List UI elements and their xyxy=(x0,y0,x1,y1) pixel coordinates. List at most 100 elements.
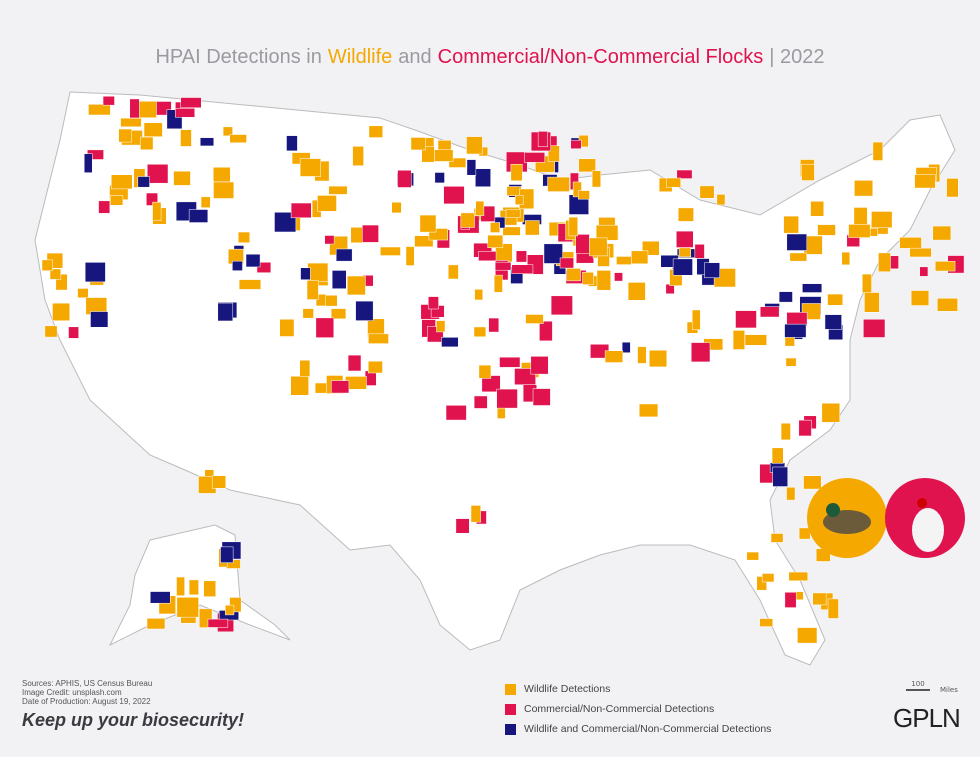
county xyxy=(568,216,578,237)
county xyxy=(445,405,467,421)
county xyxy=(494,261,512,271)
county xyxy=(798,419,812,437)
county xyxy=(41,259,53,271)
county xyxy=(690,342,711,363)
county xyxy=(699,185,715,199)
county xyxy=(547,145,560,162)
county xyxy=(559,257,574,269)
county xyxy=(861,273,872,294)
county xyxy=(716,194,726,206)
county xyxy=(90,311,109,328)
county xyxy=(331,270,347,289)
legend-label: Wildlife Detections xyxy=(524,683,611,695)
county xyxy=(68,326,79,339)
county xyxy=(211,475,226,489)
county xyxy=(200,196,211,208)
county xyxy=(577,190,590,200)
county xyxy=(473,395,488,409)
detections xyxy=(41,96,965,644)
county xyxy=(237,231,250,243)
county xyxy=(871,211,893,228)
date: Date of Production: August 19, 2022 xyxy=(22,697,151,706)
county xyxy=(524,152,546,163)
county xyxy=(143,122,163,137)
county xyxy=(109,195,124,206)
county xyxy=(52,302,70,321)
county xyxy=(770,533,784,543)
county xyxy=(475,168,491,187)
county xyxy=(405,246,415,266)
county xyxy=(627,282,646,301)
county xyxy=(694,244,705,259)
county xyxy=(380,246,401,256)
county xyxy=(238,279,262,290)
county xyxy=(317,195,337,212)
county xyxy=(502,226,521,236)
county xyxy=(919,266,929,277)
county xyxy=(111,174,133,190)
county xyxy=(229,134,247,143)
alaska-outline xyxy=(108,524,291,647)
county xyxy=(827,293,843,306)
county xyxy=(478,364,492,379)
county xyxy=(848,224,871,238)
county xyxy=(899,237,922,249)
title: HPAI Detections in Wildlife and Commercial/… xyxy=(0,46,980,69)
county xyxy=(878,252,891,272)
county xyxy=(539,320,553,342)
county xyxy=(466,136,483,155)
county xyxy=(466,159,477,176)
county xyxy=(315,293,326,307)
legend-swatch xyxy=(505,723,516,735)
county xyxy=(222,126,233,137)
county xyxy=(631,250,649,265)
county xyxy=(810,201,824,217)
county xyxy=(691,309,701,330)
county xyxy=(550,295,573,316)
county xyxy=(188,579,199,596)
county xyxy=(676,230,694,248)
county xyxy=(434,172,445,184)
county xyxy=(515,250,527,263)
county xyxy=(937,298,958,312)
county xyxy=(778,291,793,303)
county xyxy=(443,186,465,205)
county xyxy=(347,275,366,296)
county xyxy=(543,243,563,264)
county xyxy=(455,518,470,534)
county xyxy=(827,598,839,619)
county xyxy=(448,157,467,168)
county xyxy=(604,350,624,363)
county xyxy=(505,209,521,218)
county xyxy=(368,333,389,344)
county xyxy=(616,256,632,265)
county xyxy=(290,376,309,396)
county xyxy=(621,341,631,353)
county xyxy=(772,466,788,487)
county xyxy=(245,253,261,268)
county xyxy=(784,323,807,338)
county xyxy=(207,618,229,628)
county xyxy=(434,149,454,162)
county xyxy=(756,576,767,591)
county xyxy=(525,314,544,324)
county xyxy=(391,201,402,214)
county xyxy=(759,618,774,627)
title-year: | 2022 xyxy=(769,46,825,68)
legend: Wildlife Detections Commercial/Non-Commer… xyxy=(505,679,771,739)
county xyxy=(596,270,611,291)
county xyxy=(83,153,93,173)
county xyxy=(786,233,808,251)
county xyxy=(77,288,89,299)
county xyxy=(514,194,524,205)
sources: Sources: APHIS, US Census Bureau xyxy=(22,679,153,688)
county xyxy=(55,273,68,291)
county xyxy=(256,262,272,273)
legend-item: Wildlife Detections xyxy=(505,679,771,699)
county xyxy=(473,326,487,338)
county xyxy=(812,592,827,606)
county xyxy=(863,319,886,338)
county xyxy=(761,573,775,583)
county xyxy=(797,627,818,644)
